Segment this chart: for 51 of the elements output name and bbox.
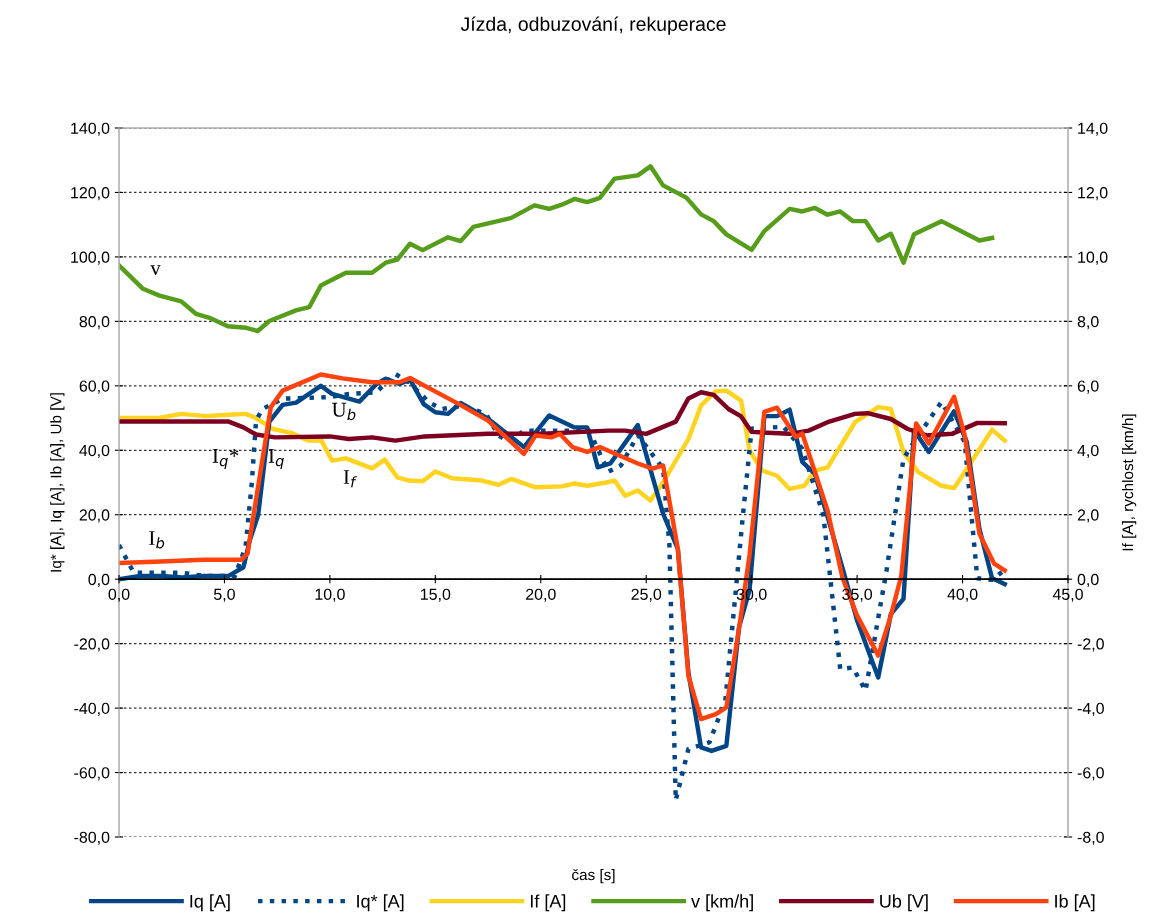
y2-tick-label: 8,0 xyxy=(1077,316,1099,330)
y-tick-label: -20,0 xyxy=(74,638,110,652)
annotation: I$_{b}$ xyxy=(149,531,165,549)
legend-label: v [km/h] xyxy=(691,894,753,912)
x-axis-title: čas [s] xyxy=(572,868,615,884)
annotation: I$_{q}$* xyxy=(212,449,239,470)
legend-label: Iq* [A] xyxy=(357,894,404,912)
y2-tick-label: 4,0 xyxy=(1077,444,1099,459)
y2-tick-label: -8,0 xyxy=(1077,831,1104,845)
y2-tick-label: 0,0 xyxy=(1077,573,1099,588)
x-tick-label: 20,0 xyxy=(526,588,556,602)
legend-label: If [A] xyxy=(530,894,566,912)
annotation: U$_{b}$ xyxy=(332,402,356,421)
y-tick-label: 120,0 xyxy=(71,187,110,201)
y-tick-label: 0,0 xyxy=(88,573,110,588)
y-tick-label: 20,0 xyxy=(79,509,110,523)
y-tick-label: -80,0 xyxy=(74,831,110,845)
annotation: v xyxy=(150,265,161,276)
y-axis-title: Iq* [A], Iq [A], Ib [A], Ub [V] xyxy=(50,393,65,572)
x-tick-label: 45,0 xyxy=(1052,588,1083,602)
y2-tick-label: 2,0 xyxy=(1077,509,1099,523)
y-tick-label: -40,0 xyxy=(74,702,110,716)
y2-axis-title: If [A], rychlost [km/h] xyxy=(1122,414,1137,551)
y2-tick-label: 12,0 xyxy=(1078,187,1108,201)
annotation: I$_{q}$ xyxy=(268,449,284,470)
y-tick-label: 60,0 xyxy=(79,380,110,394)
x-tick-label: 15,0 xyxy=(421,588,451,602)
y-tick-label: 80,0 xyxy=(79,316,110,330)
y2-tick-label: -2,0 xyxy=(1077,638,1104,652)
y-tick-label: 140,0 xyxy=(71,122,110,136)
y-tick-label: 40,0 xyxy=(79,444,110,459)
y2-tick-label: -6,0 xyxy=(1077,767,1104,781)
annotation: I$_{f}$ xyxy=(343,470,358,488)
legend-label: Ib [A] xyxy=(1055,894,1095,912)
y2-tick-label: -4,0 xyxy=(1077,702,1104,716)
chart-title: Jízda, odbuzování, rekuperace xyxy=(460,16,726,35)
y-tick-label: 100,0 xyxy=(71,251,110,265)
x-tick-label: 40,0 xyxy=(947,588,978,602)
y-tick-label: -60,0 xyxy=(74,767,110,781)
y2-tick-label: 14,0 xyxy=(1078,122,1108,136)
line-series xyxy=(119,390,1007,443)
legend-label: Iq [A] xyxy=(190,894,230,912)
x-tick-label: 5,0 xyxy=(213,588,235,602)
y2-tick-label: 10,0 xyxy=(1078,251,1108,265)
y2-tick-label: 6,0 xyxy=(1077,380,1099,394)
line-series xyxy=(119,164,995,334)
x-tick-label: 0,0 xyxy=(108,588,130,602)
line-series xyxy=(119,388,1007,503)
x-tick-label: 10,0 xyxy=(315,588,345,602)
x-tick-label: 25,0 xyxy=(631,588,662,602)
legend-label: Ub [V] xyxy=(880,894,928,912)
